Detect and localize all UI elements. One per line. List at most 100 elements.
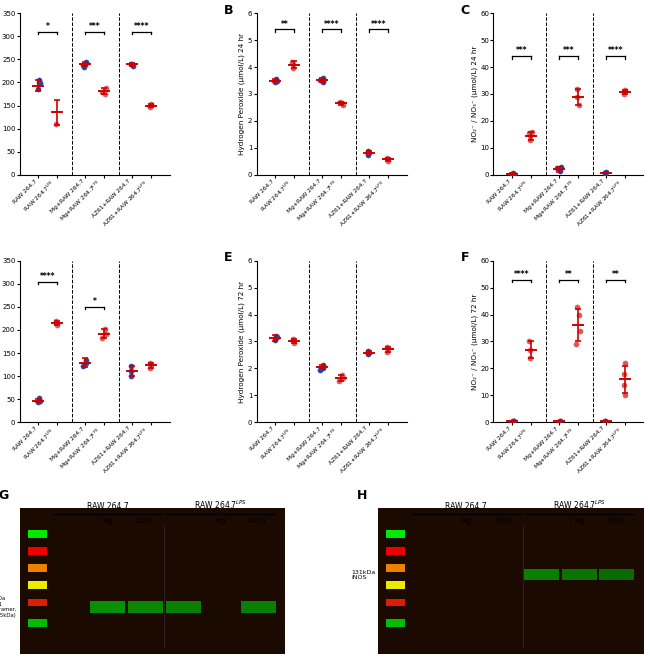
Point: [382, 153, 392, 163]
Point: [556, 161, 566, 172]
Point: [337, 98, 347, 108]
Point: [382, 342, 393, 352]
Point: [287, 59, 298, 69]
Bar: [240, 601, 276, 613]
Text: C: C: [460, 3, 469, 17]
Text: B: B: [224, 3, 233, 17]
Point: [506, 416, 517, 427]
Point: [33, 77, 44, 88]
Point: [382, 154, 393, 165]
Point: [32, 397, 43, 408]
Point: [554, 164, 565, 175]
Point: [337, 100, 348, 110]
Point: [125, 59, 136, 69]
Point: [619, 390, 630, 401]
Point: [575, 325, 585, 336]
Point: [599, 416, 610, 427]
Point: [318, 360, 328, 370]
Text: E: E: [224, 251, 232, 264]
Point: [619, 379, 630, 390]
Point: [525, 134, 535, 145]
Point: [571, 83, 582, 94]
Point: [315, 75, 326, 85]
Point: [81, 358, 92, 368]
Bar: [203, 601, 238, 613]
Bar: [387, 581, 406, 589]
Text: ****: ****: [40, 272, 55, 281]
Point: [619, 86, 629, 97]
Point: [32, 84, 43, 95]
Bar: [90, 601, 125, 613]
Point: [52, 320, 62, 330]
Bar: [28, 530, 47, 538]
Text: RAW 264.7$^{LPS}$: RAW 264.7$^{LPS}$: [552, 499, 606, 511]
Point: [145, 100, 155, 111]
Bar: [387, 619, 406, 627]
Point: [101, 83, 111, 93]
Text: Mg: Mg: [461, 518, 471, 524]
Bar: [28, 599, 47, 606]
Point: [508, 416, 518, 426]
Text: **: **: [565, 270, 573, 279]
Point: [524, 128, 534, 138]
Text: AZ61: AZ61: [607, 518, 626, 524]
Text: RAW 264.7: RAW 264.7: [87, 502, 129, 511]
Point: [317, 361, 328, 371]
Point: [144, 102, 155, 112]
Point: [317, 75, 328, 86]
Point: [524, 336, 534, 347]
Point: [508, 169, 518, 179]
Point: [78, 59, 88, 70]
Point: [100, 323, 110, 334]
Text: *: *: [92, 297, 96, 306]
Point: [525, 352, 535, 363]
Point: [287, 335, 298, 346]
Bar: [599, 570, 634, 580]
Text: Mg: Mg: [574, 518, 584, 524]
Point: [363, 349, 373, 360]
Text: ****: ****: [324, 20, 339, 28]
Point: [146, 99, 156, 110]
Point: [287, 63, 298, 73]
Point: [51, 119, 61, 130]
Bar: [386, 525, 636, 647]
Text: Mg: Mg: [215, 518, 226, 524]
Text: ***: ***: [516, 46, 527, 56]
Bar: [28, 581, 47, 589]
Text: RAW 264.7: RAW 264.7: [445, 502, 487, 511]
Bar: [524, 570, 559, 580]
Text: AZ61: AZ61: [249, 518, 268, 524]
Text: ****: ****: [370, 20, 386, 28]
Point: [506, 169, 517, 180]
Point: [601, 167, 611, 177]
Point: [363, 149, 373, 160]
Point: [363, 348, 373, 358]
Point: [272, 332, 282, 343]
Bar: [387, 547, 406, 555]
Bar: [387, 530, 406, 538]
Point: [78, 361, 88, 371]
Point: [571, 301, 582, 312]
Bar: [166, 601, 200, 613]
Bar: [53, 601, 88, 613]
Text: -: -: [540, 518, 543, 524]
Point: [34, 395, 45, 406]
Text: ****: ****: [134, 22, 149, 31]
Point: [315, 364, 326, 375]
Bar: [387, 564, 406, 572]
Point: [620, 358, 630, 368]
Point: [525, 344, 535, 355]
Point: [571, 339, 581, 350]
Point: [508, 416, 518, 426]
Y-axis label: NO₂⁻ / NO₃⁻ (μmol/L) 24 hr: NO₂⁻ / NO₃⁻ (μmol/L) 24 hr: [471, 46, 478, 142]
Text: **: **: [612, 270, 619, 279]
Point: [270, 335, 280, 346]
Point: [79, 61, 89, 72]
Point: [337, 370, 347, 381]
Point: [525, 130, 535, 141]
Point: [81, 56, 92, 67]
Bar: [387, 599, 406, 606]
Point: [125, 58, 136, 69]
Text: ***: ***: [563, 46, 575, 56]
Text: -: -: [69, 518, 72, 524]
